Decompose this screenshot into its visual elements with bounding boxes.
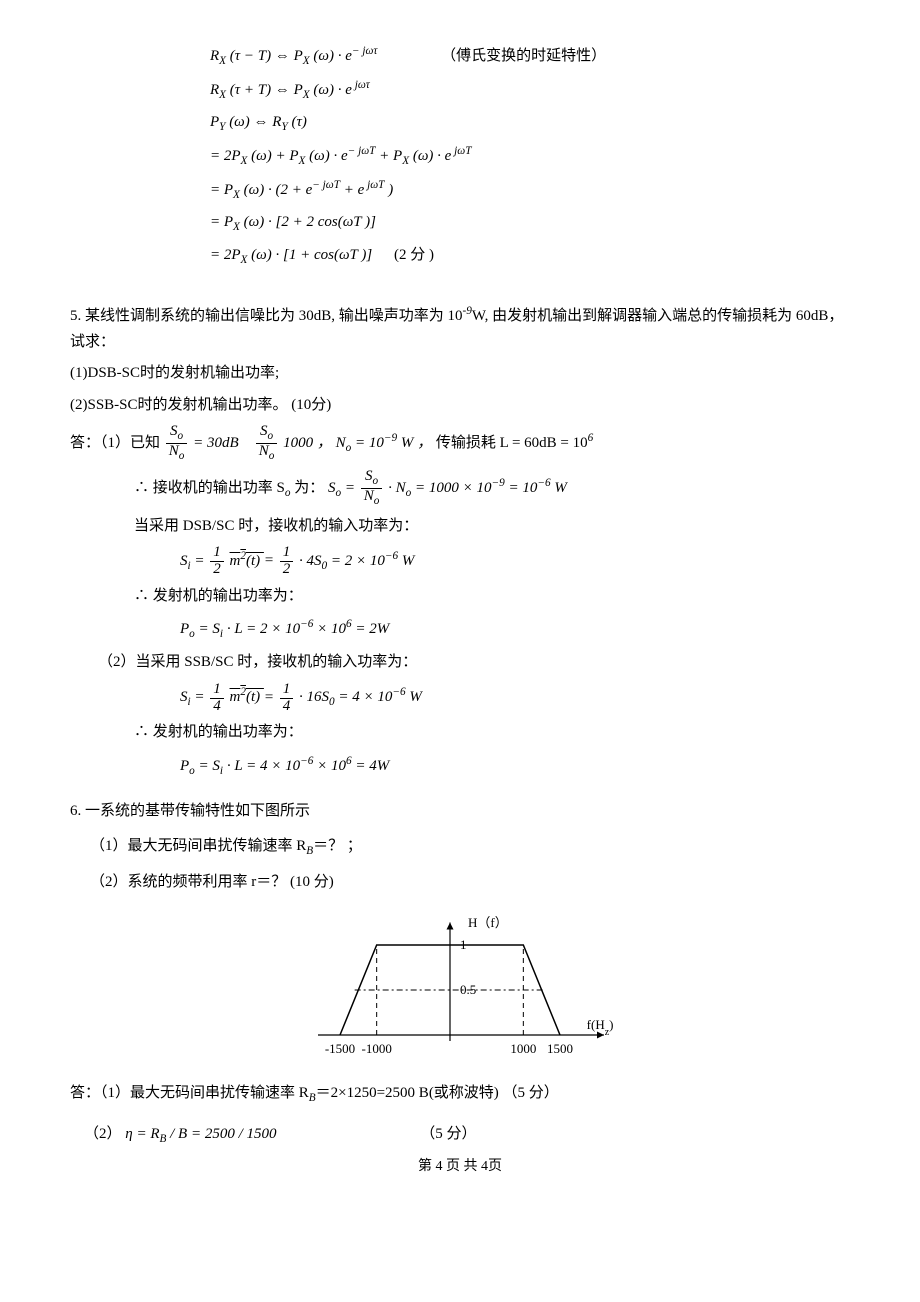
deriv-line-6: = PX (ω) · [2 + 2 cos(ωT )] bbox=[210, 207, 850, 240]
q5-so-line: ∴ 接收机的输出功率 So 为： So = SoNo · No = 1000 ×… bbox=[134, 469, 850, 508]
transfer-function-chart: 10.5-1500-100010001500H（f）f(Hz) bbox=[250, 905, 670, 1075]
deriv-line-4: = 2PX (ω) + PX (ω) · e− jωT + PX (ω) · e… bbox=[210, 140, 850, 174]
q5-po-ssb: Po = Si · L = 4 × 10−6 × 106 = 4W bbox=[180, 752, 850, 781]
q5-ssb-head: （2）当采用 SSB/SC 时，接收机的输入功率为： bbox=[98, 650, 850, 676]
q6-ans1: 答：（1）最大无码间串扰传输速率 RB＝2×1250=2500 B(或称波特) … bbox=[70, 1081, 850, 1108]
q5-po-dsb: Po = Si · L = 2 × 10−6 × 106 = 2W bbox=[180, 615, 850, 644]
svg-text:1000: 1000 bbox=[510, 1041, 536, 1056]
q6-stem: 6. 一系统的基带传输特性如下图所示 bbox=[70, 799, 850, 825]
svg-text:-1500: -1500 bbox=[325, 1041, 355, 1056]
deriv-line-2: RX (τ + T) ⇔ PX (ω) · e jωτ bbox=[210, 74, 850, 108]
deriv-line-5: = PX (ω) · (2 + e− jωT + e jωT ) bbox=[210, 174, 850, 208]
deriv-line-1: RX (τ − T) ⇔ PX (ω) · e− jωτ （傅氏变换的时延特性） bbox=[210, 40, 850, 74]
svg-text:1500: 1500 bbox=[547, 1041, 573, 1056]
q6-ans2: （2） η = RB / B = 2500 / 1500 （5 分） bbox=[70, 1122, 850, 1149]
deriv-line-7: = 2PX (ω) · [1 + cos(ωT )] (2 分 ) bbox=[210, 240, 850, 273]
q6-sub1: （1）最大无码间串扰传输速率 RB＝？ ； bbox=[90, 834, 850, 861]
fourier-note: （傅氏变换的时延特性） bbox=[441, 48, 606, 64]
deriv-points: (2 分 ) bbox=[394, 247, 434, 263]
q5-si-ssb: Si = 14 m2(t) = 14 · 16S0 = 4 × 10−6 W bbox=[180, 682, 850, 715]
q5-po-label-1: ∴ 发射机的输出功率为： bbox=[134, 584, 850, 610]
q5-stem: 5. 某线性调制系统的输出信噪比为 30dB, 输出噪声功率为 10-9W, 由… bbox=[70, 302, 850, 355]
svg-text:1: 1 bbox=[460, 937, 467, 952]
svg-text:-1000: -1000 bbox=[361, 1041, 391, 1056]
q5-answer-line1: 答：（1）已知 SoNo = 30dB SoNo 1000 ， No = 10−… bbox=[70, 424, 850, 463]
derivation-block: RX (τ − T) ⇔ PX (ω) · e− jωτ （傅氏变换的时延特性）… bbox=[210, 40, 850, 272]
deriv-line-3: PY (ω) ⇔ RY (τ) bbox=[210, 107, 850, 140]
q5-dsb-label: 当采用 DSB/SC 时，接收机的输入功率为： bbox=[134, 514, 850, 540]
q5-si-dsb: Si = 12 m2(t) = 12 · 4S0 = 2 × 10−6 W bbox=[180, 545, 850, 578]
q5-sub2: (2)SSB-SC时的发射机输出功率。 (10分) bbox=[70, 393, 850, 419]
svg-text:0.5: 0.5 bbox=[460, 982, 476, 997]
q5-sub1: (1)DSB-SC时的发射机输出功率; bbox=[70, 361, 850, 387]
q5-po-label-2: ∴ 发射机的输出功率为： bbox=[134, 720, 850, 746]
q6-sub2: （2）系统的频带利用率 r＝？ (10 分) bbox=[90, 870, 850, 896]
svg-text:H（f）: H（f） bbox=[468, 915, 508, 930]
page-footer: 第 4 页 共 4页 bbox=[70, 1155, 850, 1179]
